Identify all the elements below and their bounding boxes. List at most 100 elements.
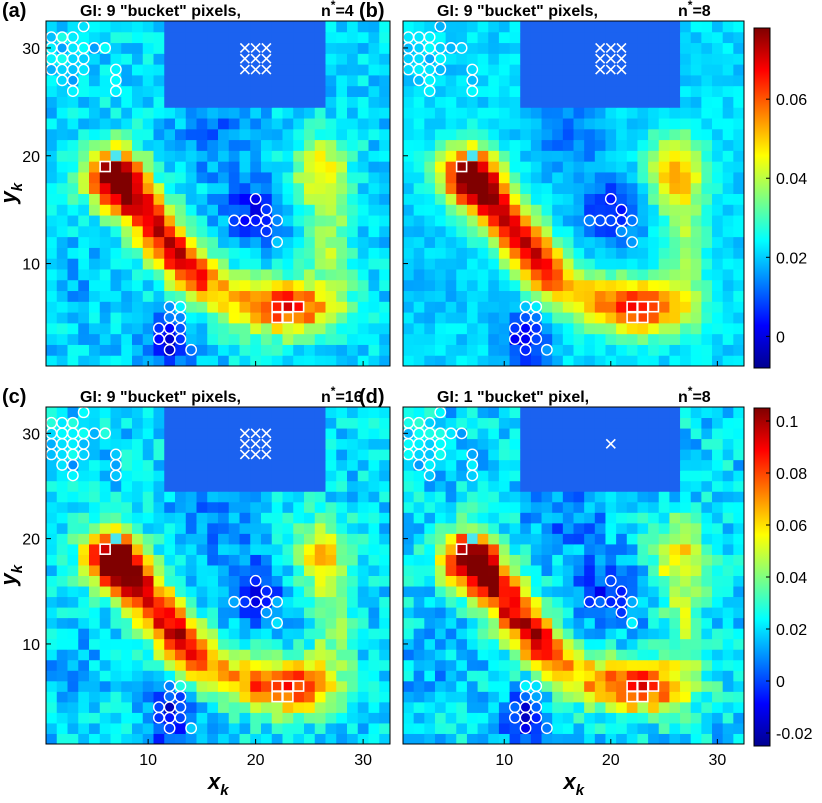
heatmap-cell bbox=[379, 53, 391, 65]
heatmap-cell bbox=[132, 649, 144, 661]
heatmap-cell bbox=[78, 171, 90, 184]
heatmap-cell bbox=[379, 225, 391, 238]
heatmap-cell bbox=[347, 428, 359, 440]
heatmap-cell bbox=[509, 74, 521, 87]
heatmap-cell bbox=[121, 607, 133, 619]
heatmap-cell bbox=[701, 21, 713, 33]
cross-marker bbox=[595, 53, 606, 64]
heatmap-cell bbox=[403, 522, 415, 534]
heatmap-cell bbox=[228, 96, 240, 108]
heatmap-cell bbox=[142, 107, 154, 119]
heatmap-cell bbox=[336, 161, 348, 173]
heatmap-cell bbox=[424, 512, 436, 524]
heatmap-cell bbox=[616, 290, 628, 302]
heatmap-cell bbox=[616, 438, 628, 450]
heatmap-cell bbox=[67, 428, 79, 440]
heatmap-cell bbox=[379, 617, 391, 629]
heatmap-cell bbox=[347, 438, 359, 450]
heatmap-cell bbox=[282, 701, 294, 713]
heatmap-cell bbox=[605, 512, 617, 524]
heatmap-cell bbox=[368, 344, 380, 356]
heatmap-cell bbox=[434, 312, 447, 324]
heatmap-cell bbox=[196, 150, 208, 162]
heatmap-cell bbox=[78, 701, 90, 713]
heatmap-cell bbox=[445, 21, 457, 33]
heatmap-cell bbox=[357, 701, 369, 713]
heatmap-cell bbox=[520, 501, 532, 513]
heatmap-cell bbox=[347, 722, 359, 734]
heatmap-cell bbox=[733, 96, 745, 108]
heatmap-cell bbox=[46, 279, 58, 292]
heatmap-cell bbox=[196, 649, 208, 661]
heatmap-cell bbox=[541, 64, 553, 76]
heatmap-cell bbox=[616, 607, 628, 619]
heatmap-cell bbox=[336, 225, 348, 238]
heatmap-cell bbox=[733, 31, 745, 44]
heatmap-cell bbox=[110, 333, 122, 345]
heatmap-cell bbox=[271, 575, 283, 587]
heatmap-cell bbox=[304, 501, 316, 513]
heatmap-cell bbox=[733, 193, 745, 205]
heatmap-cell bbox=[228, 171, 240, 184]
heatmap-cell bbox=[99, 607, 111, 619]
heatmap-cell bbox=[368, 543, 380, 555]
heatmap-cell bbox=[175, 470, 187, 482]
heatmap-cell bbox=[413, 691, 425, 703]
heatmap-cell bbox=[584, 449, 596, 461]
heatmap-cell bbox=[712, 575, 724, 587]
heatmap-cell bbox=[218, 150, 230, 162]
heatmap-cell bbox=[218, 628, 230, 640]
heatmap-cell bbox=[314, 722, 326, 734]
heatmap-cell bbox=[530, 193, 543, 205]
heatmap-cell bbox=[261, 407, 273, 419]
heatmap-cell bbox=[733, 628, 745, 640]
heatmap-cell bbox=[466, 42, 479, 54]
heatmap-cell bbox=[89, 501, 101, 513]
cross-marker bbox=[261, 449, 272, 460]
heatmap-cell bbox=[509, 279, 521, 292]
heatmap-cell bbox=[271, 355, 283, 367]
heatmap-cell bbox=[648, 53, 660, 65]
square-markers bbox=[455, 543, 660, 703]
heatmap-cell bbox=[196, 407, 208, 419]
heatmap-cell bbox=[520, 438, 532, 450]
heatmap-cell bbox=[185, 680, 197, 692]
heatmap-cell bbox=[67, 258, 79, 270]
heatmap-cell bbox=[379, 417, 391, 429]
heatmap-cell bbox=[142, 428, 154, 440]
heatmap-cell bbox=[562, 691, 574, 703]
heatmap-cell bbox=[573, 596, 585, 608]
heatmap-cell bbox=[325, 480, 337, 492]
heatmap-cell bbox=[142, 480, 154, 492]
heatmap-cell bbox=[164, 417, 176, 429]
heatmap-cell bbox=[733, 417, 745, 429]
heatmap-cell bbox=[314, 543, 326, 555]
heatmap-cell bbox=[368, 407, 380, 419]
heatmap-cell bbox=[690, 161, 702, 173]
heatmap-cell bbox=[132, 701, 144, 713]
heatmap-cell bbox=[637, 204, 649, 216]
heatmap-cell bbox=[336, 171, 348, 184]
heatmap-cell bbox=[228, 564, 240, 576]
heatmap-cell bbox=[562, 171, 574, 184]
heatmap-cell bbox=[153, 522, 165, 534]
heatmap-cell bbox=[434, 236, 447, 248]
heatmap-cell bbox=[336, 543, 348, 555]
heatmap-cell bbox=[142, 543, 154, 555]
heatmap-cell bbox=[626, 21, 638, 33]
heatmap-cell bbox=[616, 501, 628, 513]
heatmap-cell bbox=[680, 522, 692, 534]
heatmap-cell bbox=[99, 691, 111, 703]
heatmap-cell bbox=[78, 333, 90, 345]
heatmap-cell bbox=[509, 193, 521, 205]
heatmap-cell bbox=[110, 322, 122, 335]
heatmap-cell bbox=[562, 333, 574, 345]
square-markers bbox=[455, 160, 660, 324]
heatmap-cell bbox=[456, 596, 468, 608]
heatmap-cell bbox=[379, 139, 391, 151]
heatmap-cell bbox=[304, 438, 316, 450]
heatmap-cell bbox=[282, 96, 294, 108]
heatmap-cell bbox=[680, 107, 692, 119]
heatmap-cell bbox=[690, 554, 702, 566]
